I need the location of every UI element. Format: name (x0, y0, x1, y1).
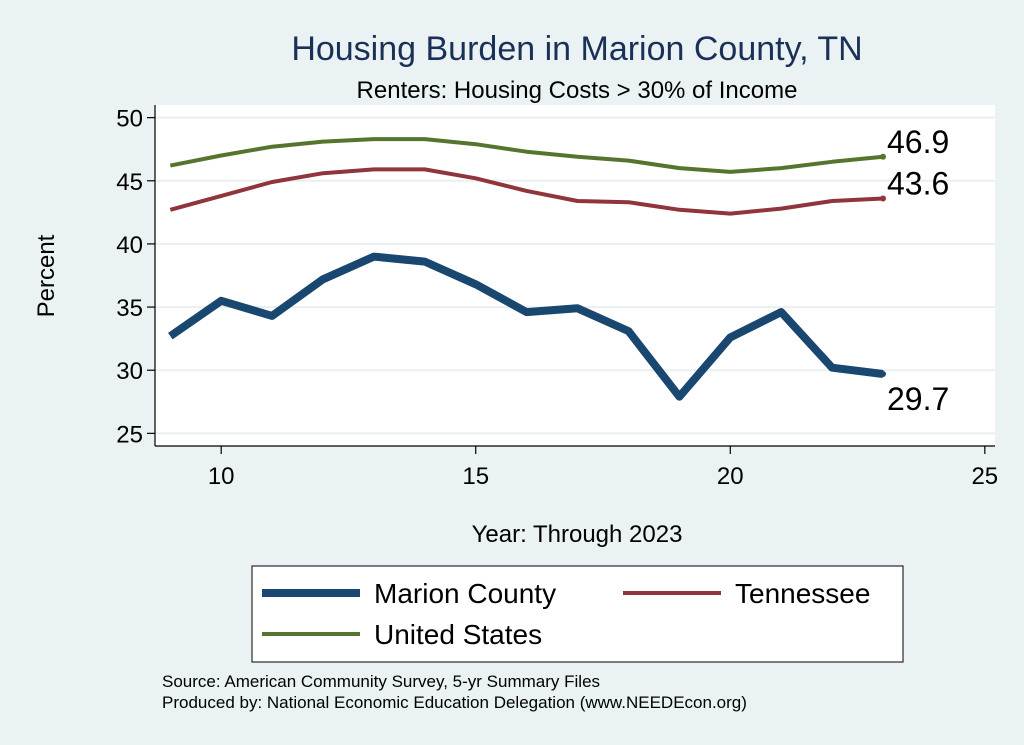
series-end-marker-tennessee (880, 195, 886, 202)
y-tick-label: 45 (116, 169, 143, 196)
y-axis-title: Percent (33, 234, 60, 317)
x-tick-label: 10 (208, 463, 235, 490)
series-end-marker-united-states (880, 153, 886, 160)
x-axis-title: Year: Through 2023 (472, 521, 683, 548)
x-tick-label: 15 (462, 463, 489, 490)
plot-area (155, 105, 995, 446)
x-tick-label: 20 (717, 463, 744, 490)
series-end-marker-marion-county (880, 371, 886, 378)
legend-label-tennessee: Tennessee (735, 578, 870, 609)
source-line-2: Produced by: National Economic Education… (162, 693, 747, 712)
series-line-marion-county (168, 252, 884, 401)
end-label-tennessee: 43.6 (887, 165, 949, 201)
chart-title: Housing Burden in Marion County, TN (291, 30, 862, 68)
source-line-1: Source: American Community Survey, 5-yr … (162, 672, 600, 691)
series-line-united-states (169, 137, 884, 174)
end-label-united-states: 46.9 (887, 124, 949, 160)
series-line-tennessee (169, 167, 884, 216)
legend: Marion County Tennessee United States (262, 578, 870, 650)
chart-subtitle: Renters: Housing Costs > 30% of Income (357, 77, 798, 104)
legend-label-marion-county: Marion County (374, 578, 556, 609)
y-tick-label: 35 (116, 295, 143, 322)
y-tick-label: 40 (116, 232, 143, 259)
legend-box (251, 565, 904, 663)
y-tick-label: 30 (116, 358, 143, 385)
y-tick-label: 50 (116, 106, 143, 133)
legend-label-united-states: United States (374, 619, 542, 650)
series-lines (168, 137, 886, 401)
axis-ticks: 25 30 35 40 45 50 10 15 20 25 (116, 106, 998, 490)
y-tick-label: 25 (116, 421, 143, 448)
x-tick-label: 25 (971, 463, 998, 490)
end-label-marion-county: 29.7 (887, 381, 949, 417)
end-labels: 29.7 43.6 46.9 (887, 124, 949, 417)
